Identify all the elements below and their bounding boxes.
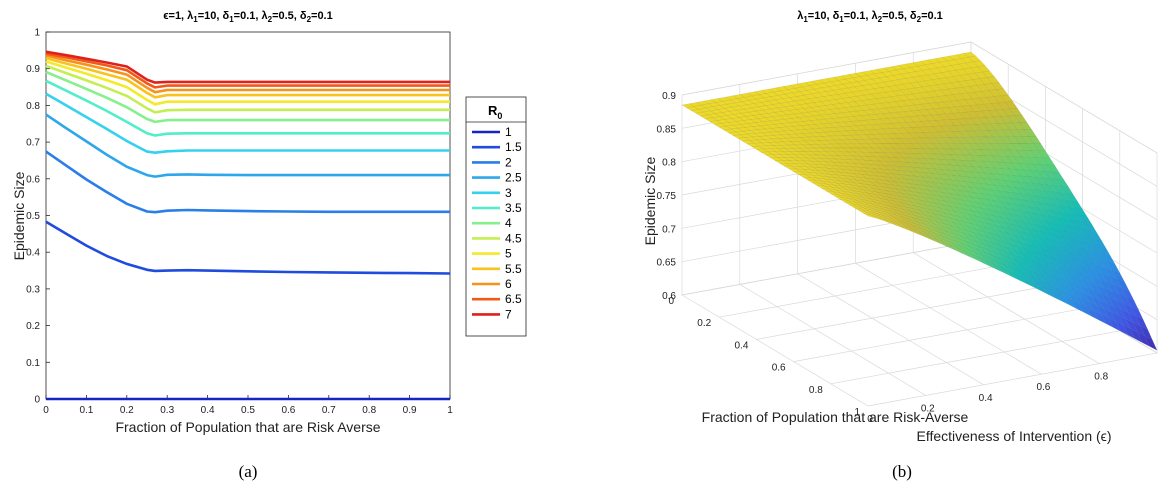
- legend-label: 5.5: [505, 262, 522, 276]
- caption-b: (b): [892, 462, 912, 481]
- z-tick-label: 0.7: [662, 224, 676, 235]
- legend: R0 11.52 2.533.544.5 55.566.57: [466, 97, 526, 336]
- y-tick-label: 0.6: [26, 174, 40, 185]
- x-tick-label-b: 0.2: [697, 318, 711, 329]
- chart-title: ϵ=1, λ1=10, δ1=0.1, λ2=0.5, δ2=0.1: [163, 10, 332, 24]
- legend-label: 5: [505, 247, 512, 261]
- legend-label: 2.5: [505, 171, 522, 185]
- x-tick-label: 1: [447, 405, 453, 416]
- y-tick-label: 0.7: [26, 138, 40, 149]
- x-tick-label: 0.6: [281, 405, 295, 416]
- x-tick-label-b: 0.4: [734, 340, 748, 351]
- y-tick-label-b: 0.6: [1036, 382, 1050, 393]
- z-tick-label: 0.85: [657, 124, 677, 135]
- y-tick-label-b: 0.8: [1094, 372, 1108, 383]
- x-tick-label: 0.4: [201, 405, 215, 416]
- legend-label: 2: [505, 155, 512, 169]
- x-tick-label: 0.3: [160, 405, 174, 416]
- y-tick-label: 0.3: [26, 284, 40, 295]
- x-tick-label: 0: [43, 405, 49, 416]
- x-axis-label-b: Fraction of Population that are Risk-Ave…: [702, 409, 969, 425]
- legend-label: 6.5: [505, 292, 522, 306]
- chart-title-b: λ1=10, δ1=0.1, λ2=0.5, δ2=0.1: [797, 10, 943, 24]
- z-axis-label-b: Epidemic Size: [642, 156, 658, 245]
- z-tick-label: 0.75: [657, 191, 677, 202]
- y-tick-label: 0: [34, 395, 40, 406]
- y-axis-label-b: Effectiveness of Intervention (ϵ): [916, 428, 1111, 444]
- x-tick-label: 0.7: [322, 405, 336, 416]
- z-tick-label: 0.8: [662, 158, 676, 169]
- x-tick-label-b: 0.6: [772, 363, 786, 374]
- x-tick-label-b: 0.8: [809, 385, 823, 396]
- y-tick-label: 0.1: [26, 358, 40, 369]
- legend-label: 4: [505, 216, 512, 230]
- y-tick-label: 0.2: [26, 321, 40, 332]
- x-tick-label: 0.5: [241, 405, 255, 416]
- legend-label: 7: [505, 307, 512, 321]
- caption-a: (a): [239, 462, 258, 481]
- z-tick-label: 0.65: [657, 258, 677, 269]
- y-tick-label-b: 0.4: [979, 393, 993, 404]
- z-tick-label: 0.9: [662, 91, 676, 102]
- x-axis-label: Fraction of Population that are Risk Ave…: [115, 419, 380, 435]
- y-axis-label: Epidemic Size: [11, 171, 27, 260]
- legend-label: 4.5: [505, 231, 522, 245]
- x-tick-label: 0.1: [79, 405, 93, 416]
- legend-label: 3.5: [505, 201, 522, 215]
- y-tick-label: 1: [34, 28, 40, 39]
- legend-label: 1: [505, 125, 512, 139]
- legend-label: 3: [505, 186, 512, 200]
- y-tick-label: 0.5: [26, 211, 40, 222]
- legend-label: 6: [505, 277, 512, 291]
- legend-label: 1.5: [505, 140, 522, 154]
- line-chart-panel: ϵ=1, λ1=10, δ1=0.1, λ2=0.5, δ2=0.1 0 0.1 0…: [11, 10, 526, 435]
- y-tick-label: 0.4: [26, 248, 40, 259]
- y-tick-label: 0.9: [26, 64, 40, 75]
- y-tick-label: 0.8: [26, 101, 40, 112]
- x-tick-label: 0.9: [403, 405, 417, 416]
- x-tick-label: 0.2: [120, 405, 134, 416]
- x-tick-label-b: 0: [668, 296, 674, 307]
- x-tick-label: 0.8: [362, 405, 376, 416]
- surface-chart-panel: λ1=10, δ1=0.1, λ2=0.5, δ2=0.1 0.6 0.65 0.7…: [642, 10, 1157, 444]
